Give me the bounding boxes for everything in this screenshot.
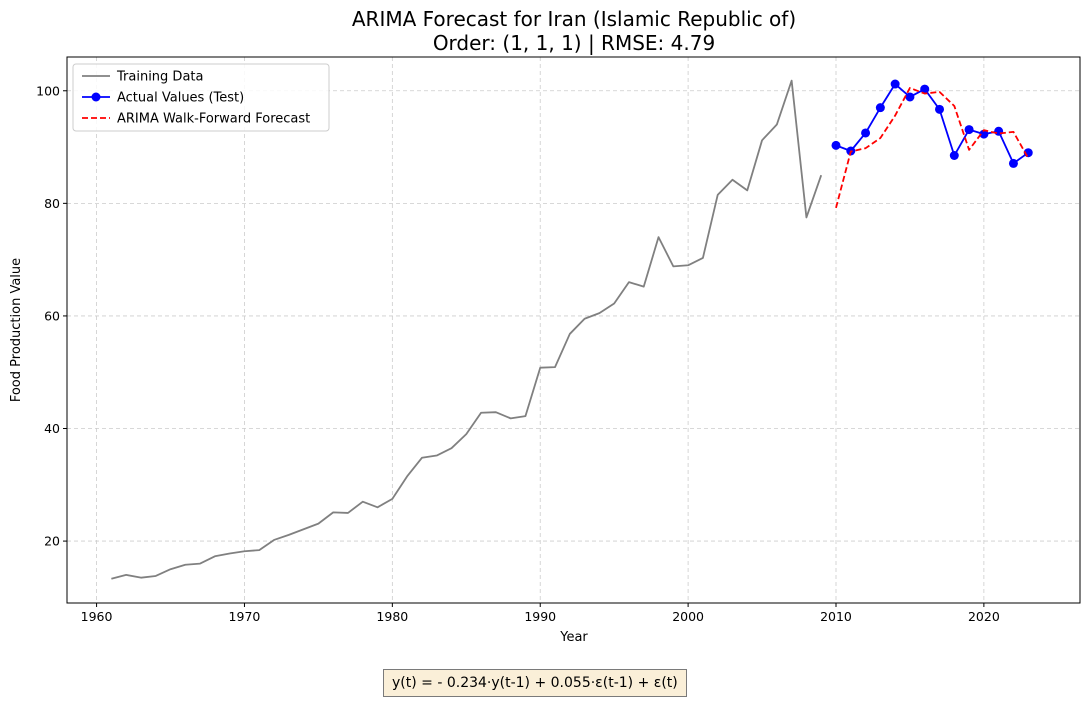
chart-title: ARIMA Forecast for Iran (Islamic Republi… — [352, 7, 796, 31]
legend-marker-actual — [91, 92, 101, 102]
x-tick-label: 2010 — [820, 609, 852, 624]
data-point — [1008, 158, 1018, 168]
data-point — [920, 84, 930, 94]
data-point — [964, 125, 974, 135]
data-point — [831, 140, 841, 150]
y-tick-label: 100 — [36, 83, 60, 98]
series-line-0 — [111, 79, 823, 580]
legend: Training Data Actual Values (Test) ARIMA… — [72, 63, 330, 132]
x-tick-label: 2000 — [672, 609, 704, 624]
equation-box: y(t) = - 0.234·y(t-1) + 0.055·ε(t-1) + ε… — [383, 669, 687, 697]
y-tick-label: 40 — [44, 421, 60, 436]
y-axis-label: Food Production Value — [9, 258, 24, 402]
x-axis-label: Year — [559, 630, 588, 645]
chart-subtitle: Order: (1, 1, 1) | RMSE: 4.79 — [433, 31, 715, 55]
y-tick-label: 20 — [44, 534, 60, 549]
data-point — [994, 126, 1004, 136]
data-point — [935, 104, 945, 114]
x-tick-label: 1960 — [81, 609, 113, 624]
x-tick-label: 1970 — [229, 609, 261, 624]
data-point — [861, 128, 871, 138]
series-line-1 — [835, 83, 1029, 165]
legend-label-forecast: ARIMA Walk-Forward Forecast — [117, 112, 310, 127]
data-point — [905, 92, 915, 102]
data-point — [979, 129, 989, 139]
x-tick-label: 1990 — [524, 609, 556, 624]
x-tick-label: 1980 — [376, 609, 408, 624]
plot-frame — [66, 56, 1081, 604]
legend-label-actual: Actual Values (Test) — [117, 91, 244, 106]
x-tick-label: 2020 — [968, 609, 1000, 624]
data-point — [875, 103, 885, 113]
legend-box — [72, 63, 330, 132]
data-point — [890, 79, 900, 89]
y-tick-label: 60 — [44, 308, 60, 323]
data-point — [949, 151, 959, 161]
series-line-2 — [835, 87, 1030, 209]
y-tick-label: 80 — [44, 196, 60, 211]
series-lines — [111, 79, 1033, 580]
legend-label-training: Training Data — [116, 70, 203, 85]
